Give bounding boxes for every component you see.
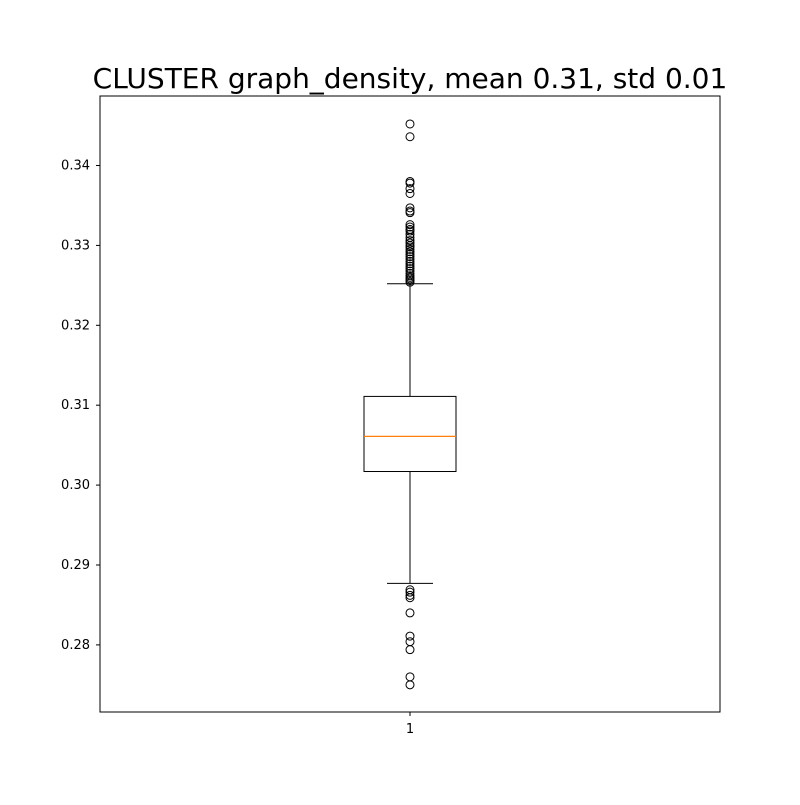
outlier-point [405,264,415,274]
outlier-point [405,249,415,259]
outlier-point [405,242,415,252]
outlier-point [405,256,415,266]
outlier-point [405,680,415,690]
outlier-point [405,254,415,264]
outlier-point [405,222,415,232]
outlier-point [405,593,415,603]
outlier-point [405,587,415,597]
outlier-point [405,203,415,213]
iqr-box [363,395,457,473]
plot-frame [99,95,721,713]
plot-area: 0.28 0.29 0.30 0.31 0.32 0.33 0.34 1 [61,95,721,737]
outlier-point [405,208,415,218]
outlier-point [405,590,415,600]
outlier-point [405,184,415,194]
y-tick-label: 0.34 [61,159,90,174]
outlier-point [405,637,415,647]
x-tick-label: 1 [406,722,414,737]
outlier-point [405,236,415,246]
outlier-point [405,229,415,239]
outlier-point [405,247,415,257]
y-tick-label: 0.31 [61,398,90,413]
y-tick-label: 0.33 [61,238,90,253]
outlier-point [405,608,415,618]
outlier-point [405,188,415,198]
outlier-point [405,645,415,655]
outlier-point [405,220,415,230]
outlier-point [405,132,415,142]
y-tick-label: 0.29 [61,558,90,573]
outlier-point [405,226,415,236]
outlier-point [405,244,415,254]
outlier-point [405,119,415,129]
outlier-point [405,261,415,271]
outlier-point [405,631,415,641]
chart-title: CLUSTER graph_density, mean 0.31, std 0.… [93,62,728,95]
outlier-point [405,259,415,269]
outlier-point [405,277,415,287]
y-tick-label: 0.28 [61,638,90,653]
outlier-point [405,238,415,248]
outlier-point [405,252,415,262]
y-tick-label: 0.32 [61,318,90,333]
outlier-point [405,672,415,682]
y-tick-label: 0.30 [61,478,90,493]
outlier-point [405,178,415,188]
outlier-point [405,268,415,278]
